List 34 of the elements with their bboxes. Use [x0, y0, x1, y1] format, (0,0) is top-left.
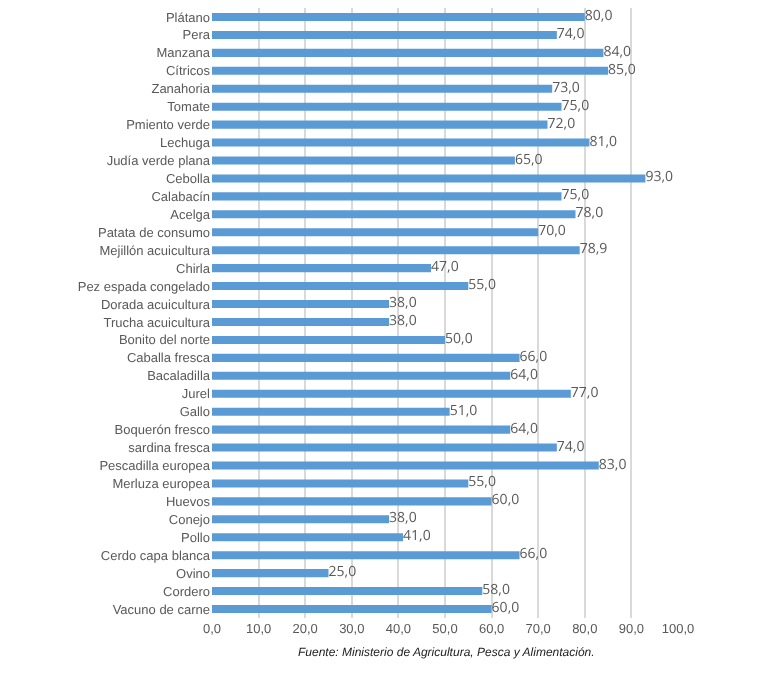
bar — [212, 371, 511, 380]
bar — [212, 138, 590, 147]
bar — [212, 300, 390, 309]
bar — [212, 282, 469, 291]
bar — [212, 192, 562, 201]
bar — [212, 497, 492, 506]
bar — [212, 317, 390, 326]
bar — [212, 84, 553, 93]
bar — [212, 533, 404, 542]
bar — [212, 246, 580, 255]
bar — [212, 228, 539, 237]
bar — [212, 48, 604, 57]
bar — [212, 443, 557, 452]
bar — [212, 174, 646, 183]
bar — [212, 353, 520, 362]
bar — [212, 479, 469, 488]
bar — [212, 12, 585, 21]
bar — [212, 515, 390, 524]
bar — [212, 587, 483, 596]
bar — [212, 407, 450, 416]
bar — [212, 120, 548, 129]
bar — [212, 30, 557, 39]
bar — [212, 335, 445, 344]
bar — [212, 569, 329, 578]
bar — [212, 551, 520, 560]
bar — [212, 156, 515, 165]
bar — [212, 66, 609, 75]
bar — [212, 102, 562, 111]
bar — [212, 264, 432, 273]
bar — [212, 210, 576, 219]
bar — [212, 425, 511, 434]
bar — [212, 605, 492, 614]
bar — [212, 461, 599, 470]
bar — [212, 389, 571, 398]
